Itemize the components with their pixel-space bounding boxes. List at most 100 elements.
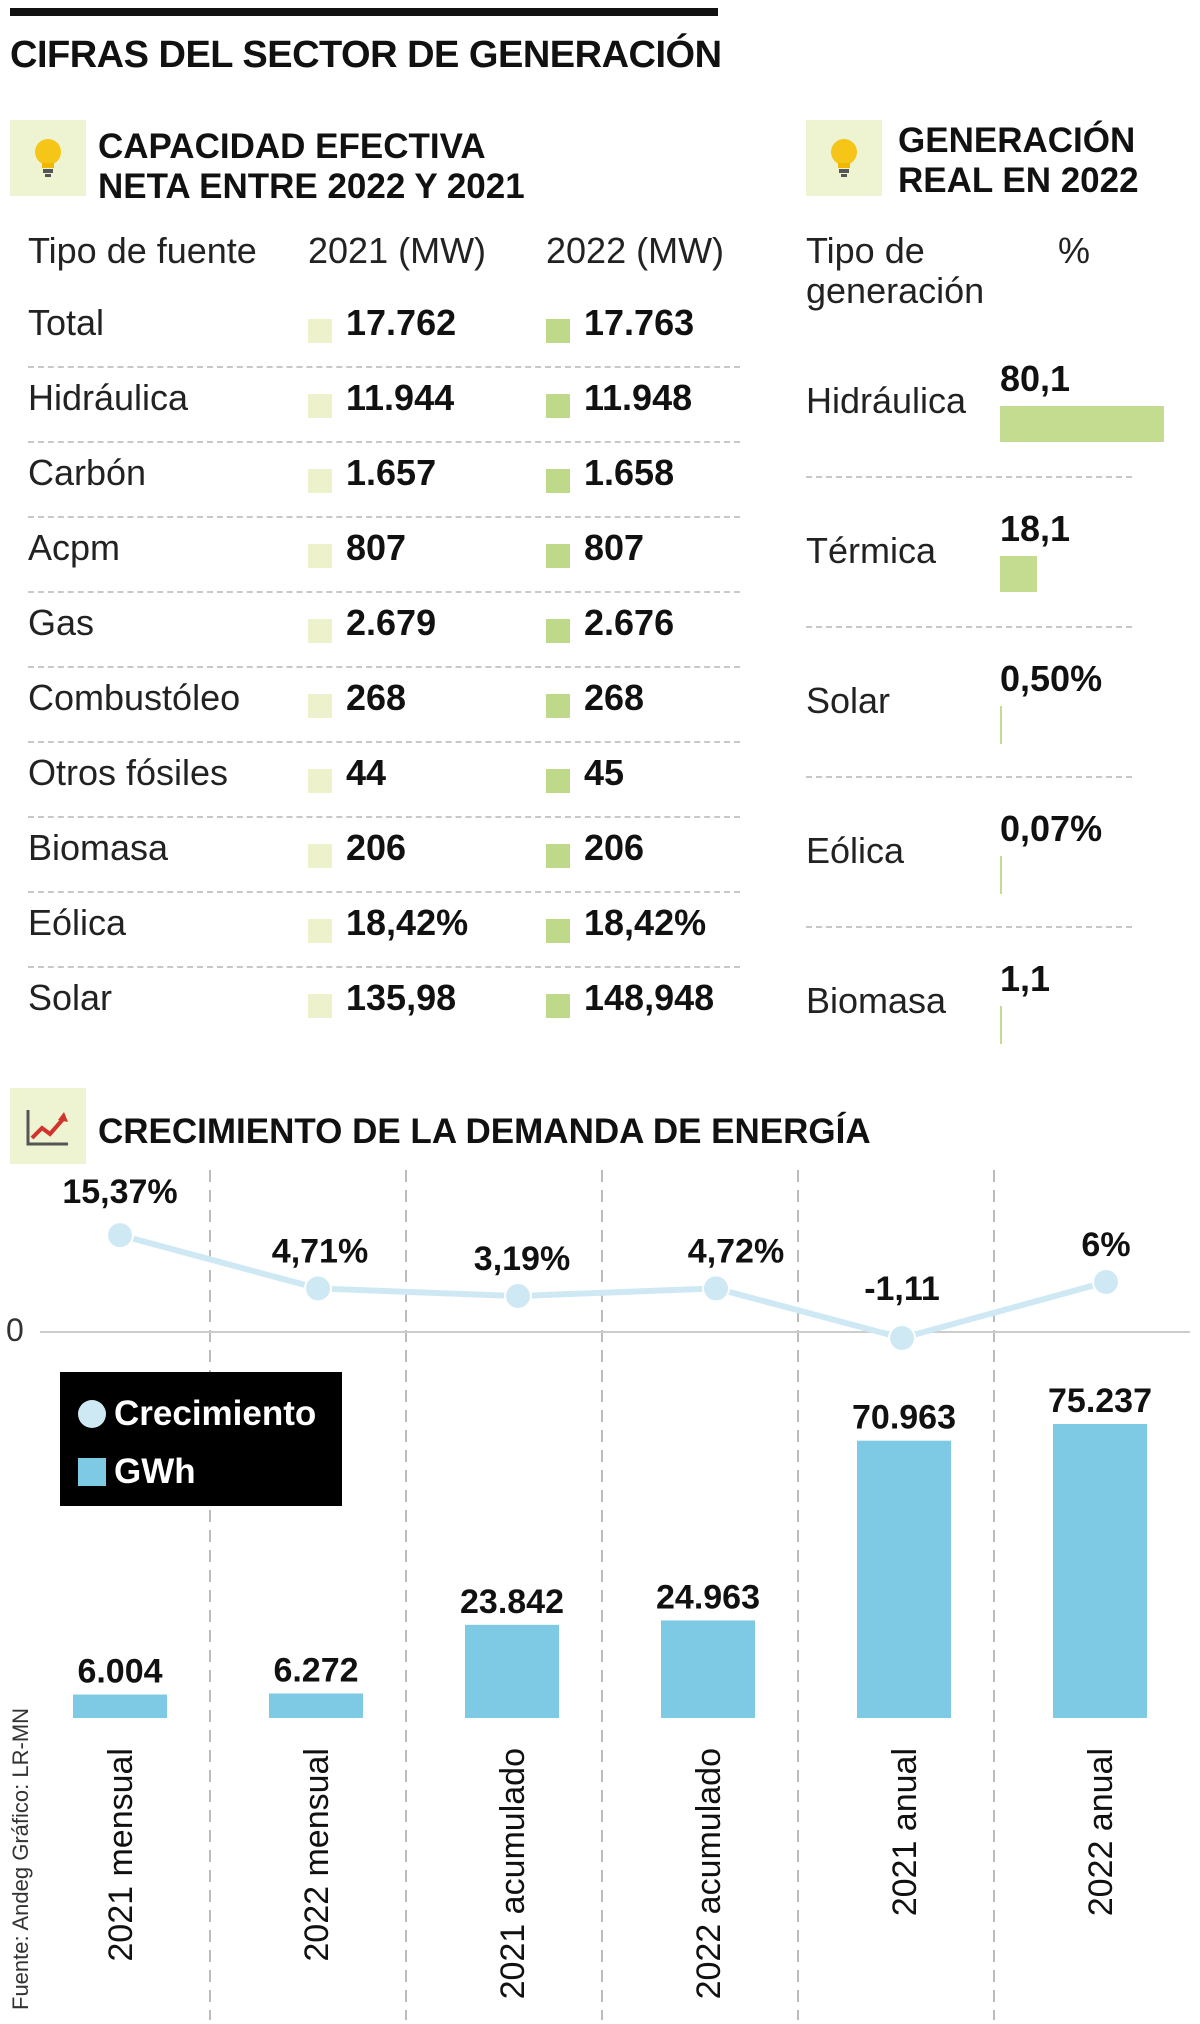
value-2022: 807: [584, 527, 645, 568]
square-2021-icon: [308, 469, 332, 493]
growth-point: [702, 1274, 730, 1303]
square-2022-icon: [546, 394, 570, 418]
generation-label: Hidráulica: [806, 380, 967, 421]
row-divider: [28, 441, 740, 443]
source-label: Otros fósiles: [28, 752, 229, 793]
generation-value: 18,1: [1000, 508, 1071, 549]
row-divider: [806, 776, 1132, 778]
growth-point: [504, 1282, 532, 1311]
growth-point-label: 3,19%: [474, 1240, 570, 1278]
square-2021-icon: [308, 769, 332, 793]
generation-bar: [1000, 556, 1038, 592]
row-divider: [28, 366, 740, 368]
generation-bar: [1000, 706, 1002, 744]
row-divider: [28, 891, 740, 893]
square-2022-icon: [546, 619, 570, 643]
header-2021: 2021 (MW): [308, 230, 487, 271]
legend-gwh: GWh: [78, 1452, 196, 1492]
value-2022: 11.948: [584, 377, 693, 418]
growth-dot-icon: [78, 1400, 106, 1428]
square-2021-icon: [308, 394, 332, 418]
generation-bar: [1000, 406, 1164, 442]
legend-growth-label: Crecimiento: [114, 1394, 317, 1433]
legend-growth: Crecimiento: [78, 1394, 316, 1434]
growth-point: [1092, 1268, 1120, 1296]
gwh-bar-label: 24.963: [656, 1578, 760, 1616]
value-2021: 1.657: [346, 452, 437, 493]
generation-label: Térmica: [806, 530, 937, 571]
square-2022-icon: [546, 319, 570, 343]
demand-title: CRECIMIENTO DE LA DEMANDA DE ENERGÍA: [98, 1112, 871, 1151]
square-2022-icon: [546, 694, 570, 718]
square-2021-icon: [308, 694, 332, 718]
value-2021: 135,98: [346, 977, 457, 1018]
row-divider: [806, 476, 1132, 478]
chart-growth-icon: [10, 1088, 86, 1164]
gwh-square-icon: [78, 1458, 106, 1486]
gwh-bar: [857, 1440, 951, 1718]
value-2022: 45: [584, 752, 625, 793]
source-credit: Fuente: Andeg Gráfico: LR-MN: [8, 1707, 33, 2010]
category-label: 2022 mensual: [298, 1748, 336, 1962]
generation-label: Biomasa: [806, 980, 947, 1021]
gwh-bar: [661, 1620, 755, 1718]
generation-bar: [1000, 856, 1002, 894]
row-divider: [28, 516, 740, 518]
header-source-type: Tipo de fuente: [28, 230, 257, 271]
capacity-title-line2: NETA ENTRE 2022 Y 2021: [98, 167, 525, 206]
header-percent: %: [1058, 230, 1091, 271]
lightbulb-icon: [806, 120, 882, 196]
zero-axis-label: 0: [6, 1312, 24, 1348]
growth-point: [888, 1324, 916, 1352]
gwh-bar-label: 6.272: [273, 1651, 358, 1689]
row-divider: [806, 926, 1132, 928]
gwh-bar: [73, 1694, 167, 1718]
square-2021-icon: [308, 994, 332, 1018]
row-divider: [28, 816, 740, 818]
chart-legend: Crecimiento GWh: [60, 1372, 342, 1506]
growth-point-label: 4,71%: [272, 1232, 368, 1270]
row-divider: [28, 966, 740, 968]
value-2021: 18,42%: [346, 902, 469, 943]
category-label: 2022 acumulado: [690, 1748, 728, 1999]
square-2021-icon: [308, 919, 332, 943]
square-2022-icon: [546, 769, 570, 793]
value-2022: 1.658: [584, 452, 675, 493]
generation-value: 0,50%: [1000, 658, 1103, 699]
capacity-title-line1: CAPACIDAD EFECTIVA: [98, 127, 486, 166]
generation-label: Eólica: [806, 830, 905, 871]
growth-point-label: -1,11: [864, 1270, 940, 1308]
source-label: Solar: [28, 977, 113, 1018]
square-2022-icon: [546, 544, 570, 568]
value-2022: 206: [584, 827, 645, 868]
generation-value: 1,1: [1000, 958, 1051, 999]
demand-chart: 6.004 6.272 23.842 24.963 70.963 75.237 15,37%…: [40, 1170, 1190, 2020]
gwh-bar: [269, 1693, 363, 1718]
square-2022-icon: [546, 919, 570, 943]
gwh-bar: [465, 1624, 559, 1718]
value-2021: 807: [346, 527, 407, 568]
source-label: Total: [28, 302, 105, 343]
value-2021: 44: [346, 752, 387, 793]
square-2021-icon: [308, 619, 332, 643]
value-2022: 148,948: [584, 977, 715, 1018]
square-2021-icon: [308, 844, 332, 868]
value-2021: 11.944: [346, 377, 455, 418]
row-divider: [28, 666, 740, 668]
value-2022: 2.676: [584, 602, 675, 643]
growth-point-label: 4,72%: [688, 1232, 784, 1270]
square-2022-icon: [546, 469, 570, 493]
gwh-bar-label: 70.963: [852, 1399, 956, 1437]
growth-point: [304, 1274, 332, 1303]
gwh-bar-label: 75.237: [1048, 1382, 1152, 1420]
value-2021: 268: [346, 677, 407, 718]
top-rule: [10, 8, 718, 16]
header-2022: 2022 (MW): [546, 230, 725, 271]
value-2021: 206: [346, 827, 407, 868]
square-2022-icon: [546, 844, 570, 868]
category-label: 2021 mensual: [102, 1748, 140, 1962]
generation-title-line2: REAL EN 2022: [898, 161, 1139, 200]
value-2022: 17.763: [584, 302, 695, 343]
source-label: Acpm: [28, 527, 121, 568]
square-2021-icon: [308, 319, 332, 343]
